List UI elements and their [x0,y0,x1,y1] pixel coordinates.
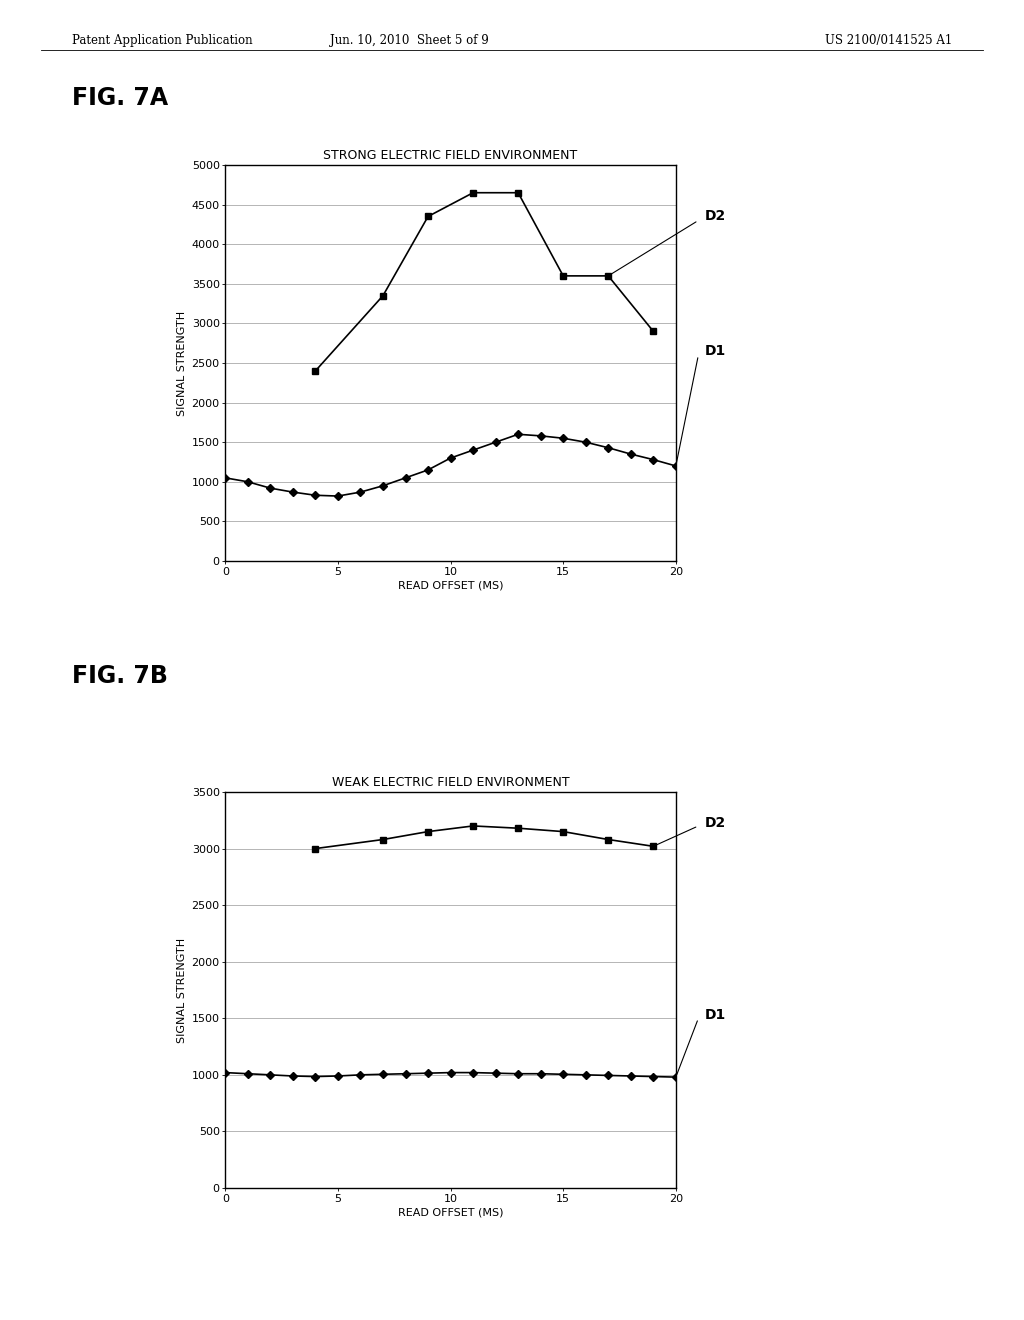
Text: US 2100/0141525 A1: US 2100/0141525 A1 [825,34,952,48]
Text: D1: D1 [706,1008,726,1023]
X-axis label: READ OFFSET (MS): READ OFFSET (MS) [397,1208,504,1218]
Title: STRONG ELECTRIC FIELD ENVIRONMENT: STRONG ELECTRIC FIELD ENVIRONMENT [324,149,578,162]
Text: Jun. 10, 2010  Sheet 5 of 9: Jun. 10, 2010 Sheet 5 of 9 [330,34,489,48]
Y-axis label: SIGNAL STRENGTH: SIGNAL STRENGTH [177,937,187,1043]
X-axis label: READ OFFSET (MS): READ OFFSET (MS) [397,581,504,591]
Text: D2: D2 [706,816,726,830]
Text: Patent Application Publication: Patent Application Publication [72,34,252,48]
Title: WEAK ELECTRIC FIELD ENVIRONMENT: WEAK ELECTRIC FIELD ENVIRONMENT [332,776,569,789]
Text: D1: D1 [706,345,726,358]
Text: D2: D2 [706,210,726,223]
Y-axis label: SIGNAL STRENGTH: SIGNAL STRENGTH [177,310,187,416]
Text: FIG. 7B: FIG. 7B [72,664,168,688]
Text: FIG. 7A: FIG. 7A [72,86,168,110]
